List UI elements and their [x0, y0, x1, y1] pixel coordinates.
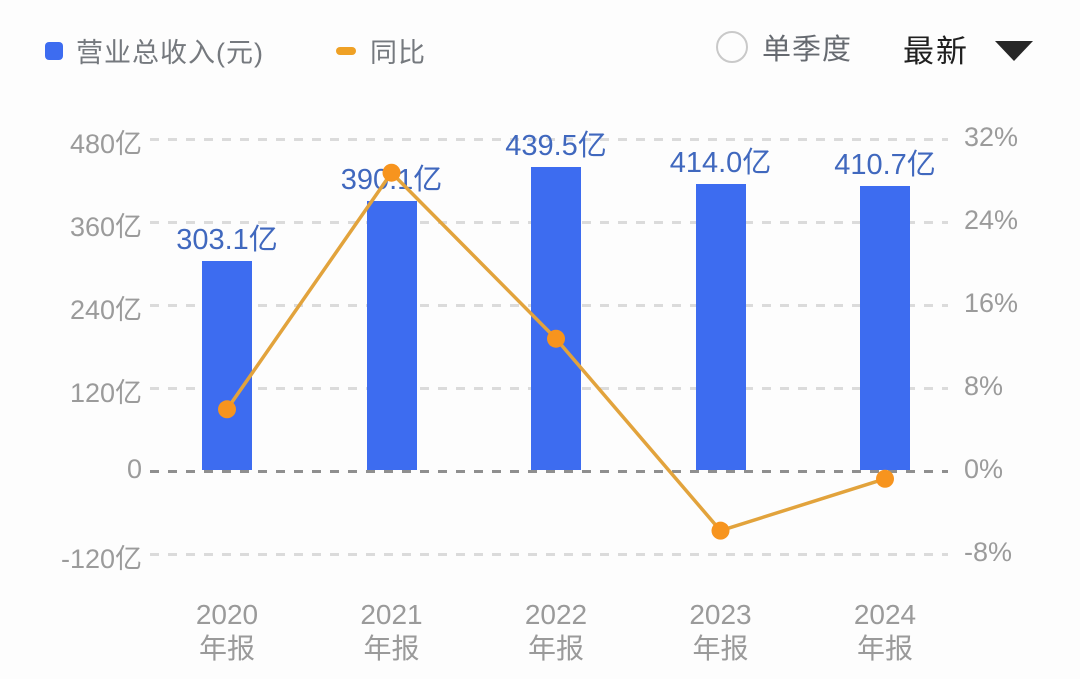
- x-axis-label-line: 年报: [198, 633, 255, 664]
- revenue-bar: [531, 166, 581, 471]
- yoy-line-point: [711, 521, 730, 540]
- y-axis-tick-left: 480亿: [69, 129, 142, 159]
- x-axis-label-line: 年报: [692, 633, 749, 664]
- x-axis-label-line: 2021: [360, 599, 423, 630]
- x-axis-label-line: 年报: [363, 633, 420, 664]
- revenue-bar: [860, 186, 910, 471]
- x-axis-label-line: 2022: [524, 599, 588, 630]
- legend-item-revenue[interactable]: 营业总收入(元): [45, 31, 264, 70]
- x-axis-label: 2023 年报: [631, 598, 811, 666]
- period-dropdown[interactable]: 最新: [903, 26, 1033, 71]
- x-axis-label: 2020 年报: [137, 598, 317, 666]
- legend-yoy-label: 同比: [370, 38, 426, 68]
- bar-value-label: 390.1亿: [340, 163, 443, 196]
- x-axis-label: 2024 年报: [795, 598, 975, 666]
- y-axis-tick-right: 16%: [964, 288, 1019, 318]
- revenue-bar: [695, 184, 746, 471]
- x-axis-label: 2022 年报: [466, 598, 646, 666]
- yoy-series-swatch-icon: [336, 46, 356, 55]
- y-axis-tick-left: 240亿: [69, 295, 142, 325]
- x-axis-label-line: 2020: [195, 599, 259, 630]
- bar-value-label: 414.0亿: [669, 147, 772, 180]
- y-axis-tick-right: 8%: [964, 371, 1004, 401]
- caret-down-icon: [995, 40, 1033, 61]
- revenue-bar: [366, 200, 417, 471]
- x-axis-label-line: 2023: [689, 599, 752, 630]
- y-axis-tick-left: -120亿: [60, 544, 142, 574]
- bar-value-label: 410.7亿: [834, 149, 936, 182]
- x-axis-label-line: 2024: [853, 599, 917, 630]
- bar-value-label: 303.1亿: [176, 223, 278, 256]
- x-axis-label: 2021 年报: [302, 598, 482, 666]
- single-quarter-radio-group[interactable]: 单季度: [716, 26, 852, 68]
- y-axis-tick-right: 24%: [964, 205, 1019, 235]
- y-axis-tick-left: 360亿: [69, 212, 142, 242]
- y-axis-tick-right: -8%: [964, 537, 1013, 567]
- single-quarter-radio[interactable]: [716, 31, 748, 63]
- revenue-bar: [202, 260, 252, 471]
- gridline: [150, 553, 948, 556]
- y-axis-tick-right: 0%: [964, 454, 1004, 484]
- period-dropdown-value: 最新: [903, 34, 969, 69]
- y-axis-tick-right: 32%: [964, 122, 1019, 152]
- revenue-series-swatch-icon: [45, 41, 63, 60]
- legend-revenue-label: 营业总收入(元): [76, 38, 264, 68]
- gridline: [150, 138, 948, 141]
- single-quarter-radio-label: 单季度: [762, 34, 853, 66]
- legend-item-yoy[interactable]: 同比: [336, 31, 426, 70]
- y-axis-tick-left: 120亿: [69, 378, 142, 408]
- bar-value-label: 439.5亿: [505, 129, 607, 162]
- x-axis-label-line: 年报: [527, 633, 584, 664]
- y-axis-tick-left: 0: [126, 454, 142, 484]
- x-axis-label-line: 年报: [856, 633, 913, 664]
